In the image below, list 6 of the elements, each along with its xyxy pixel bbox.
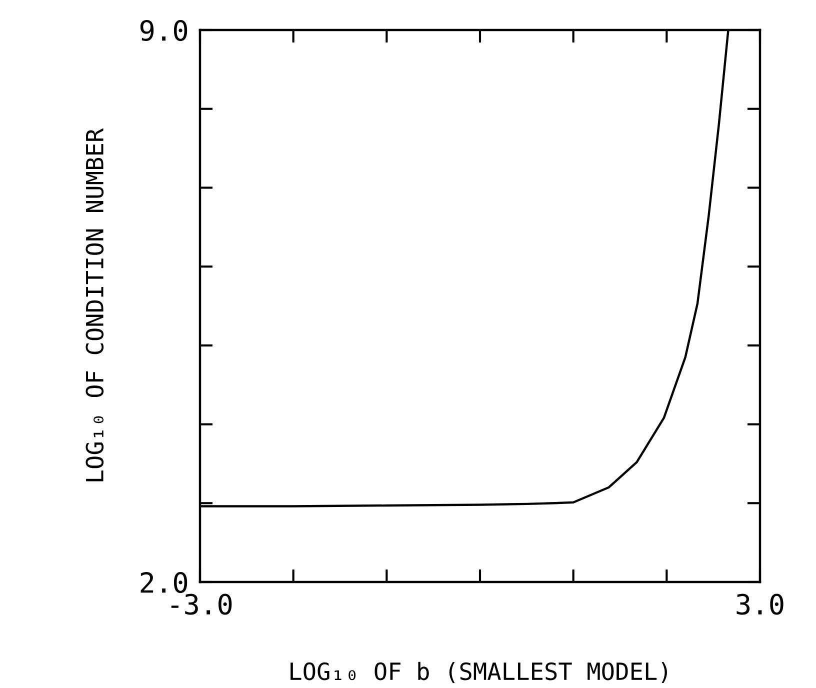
x-axis-title: LOG₁₀ OF b (SMALLEST MODEL) (290, 662, 667, 683)
y-tick-label: 9.0 (140, 20, 188, 42)
y-tick-label: 2.0 (140, 572, 188, 594)
x-tick-label: -3.0 (171, 594, 232, 615)
y-axis-title: LOG₁₀ OF CONDITION NUMBER (86, 128, 104, 482)
x-tick-label: 3.0 (736, 594, 784, 615)
